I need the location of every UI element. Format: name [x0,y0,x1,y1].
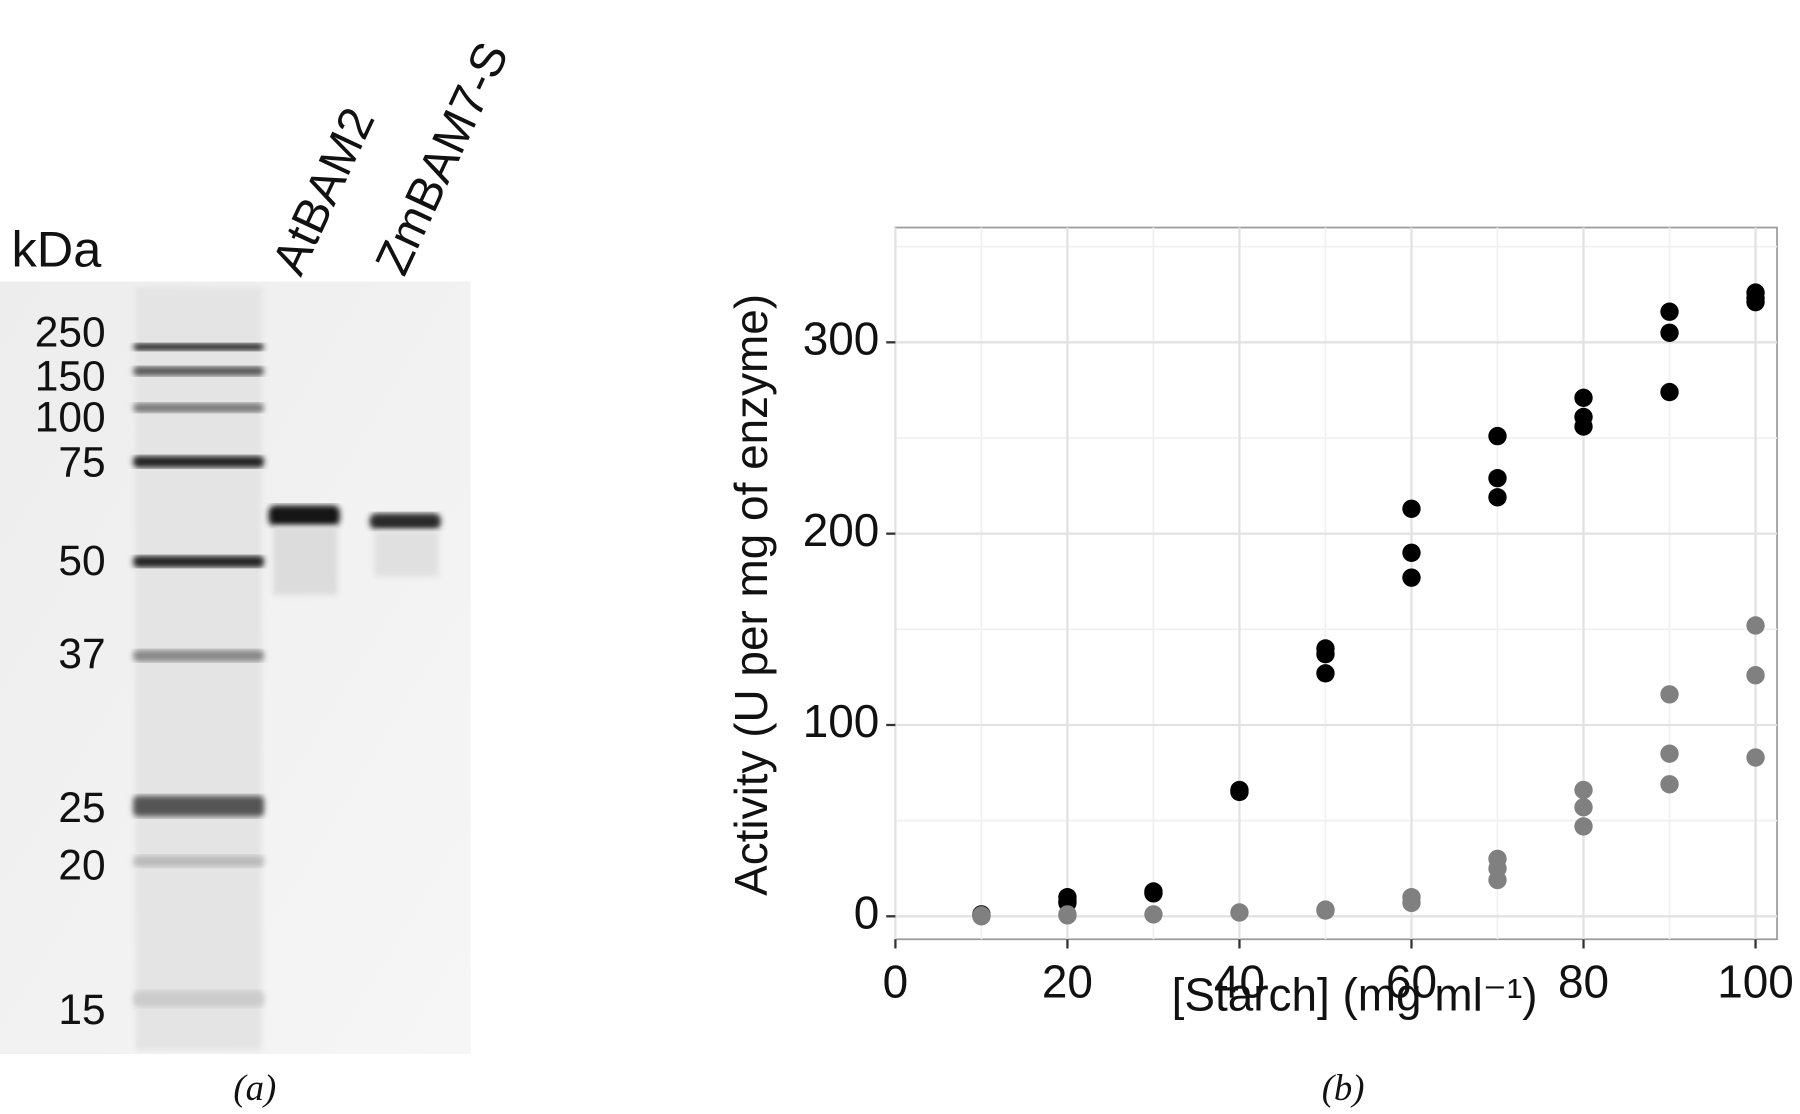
x-tick-label: 60 [1386,955,1437,1007]
ladder-band [133,795,265,817]
data-point [1746,666,1765,685]
ladder-band [133,366,265,376]
data-point [1058,906,1077,925]
x-tick-label: 20 [1042,955,1093,1007]
data-point [1746,616,1765,635]
x-axis-title: [Starch] (mg ml⁻¹) [1172,968,1538,1020]
band-smear [374,530,439,577]
lane-label: ZmBAM7-S [365,34,519,283]
ladder-lane [135,287,262,1051]
data-point [1746,748,1765,767]
data-point [1402,499,1421,518]
data-point [1574,417,1593,436]
y-tick-label: 0 [854,886,880,938]
y-axis-title: Activity (U per mg of enzyme) [725,294,777,896]
band-smear [273,526,338,595]
data-point [1660,302,1679,321]
data-point [972,906,991,925]
ladder-label: 100 [35,394,106,441]
data-point [1488,870,1507,890]
x-tick-label: 100 [1717,955,1794,1007]
data-point [1660,744,1679,763]
plot-panel [894,226,1778,941]
y-tick-label: 200 [803,504,880,556]
x-tick-label: 0 [883,955,909,1007]
data-point [1488,468,1507,488]
data-point [1402,893,1421,913]
data-point [1230,782,1249,802]
data-point [1660,775,1679,794]
ladder-band [133,343,265,351]
data-point [1488,488,1507,507]
unit-label: kDa [11,221,102,278]
ladder-band [133,403,265,413]
data-point [1660,382,1679,402]
data-point [1746,292,1765,312]
ladder-label: 25 [58,784,105,831]
protein-band [268,505,340,527]
data-point [1316,664,1335,683]
data-point [1660,685,1679,704]
ladder-label: 50 [58,537,105,584]
data-point [1574,388,1593,407]
x-tick-label: 40 [1214,955,1265,1007]
ladder-label: 15 [58,986,105,1033]
data-point [1488,426,1507,446]
ladder-band [133,555,265,568]
ladder-band [133,649,265,662]
protein-band [369,513,441,530]
data-point [1574,780,1593,800]
y-tick-label: 300 [803,312,880,364]
panel-caption: (b) [1322,1067,1365,1108]
ladder-label: 20 [58,841,105,888]
data-point [1402,543,1421,562]
ladder-band [133,990,265,1007]
y-tick-label: 100 [803,695,880,747]
ladder-label: 250 [35,309,106,356]
ladder-label: 150 [35,352,106,399]
data-point [1230,903,1249,922]
ladder-band [133,855,265,867]
ladder-label: 75 [58,438,105,485]
data-point [1316,645,1335,664]
ladder-band [133,455,265,468]
x-tick-label: 80 [1558,955,1609,1007]
data-point [1144,884,1163,903]
ladder-label: 37 [58,630,105,677]
data-point [1402,568,1421,587]
data-point [1316,900,1335,919]
data-point [1660,323,1679,342]
data-point [1144,905,1163,924]
data-point [1574,798,1593,817]
panel-caption: (a) [233,1067,276,1108]
data-point [1574,817,1593,836]
